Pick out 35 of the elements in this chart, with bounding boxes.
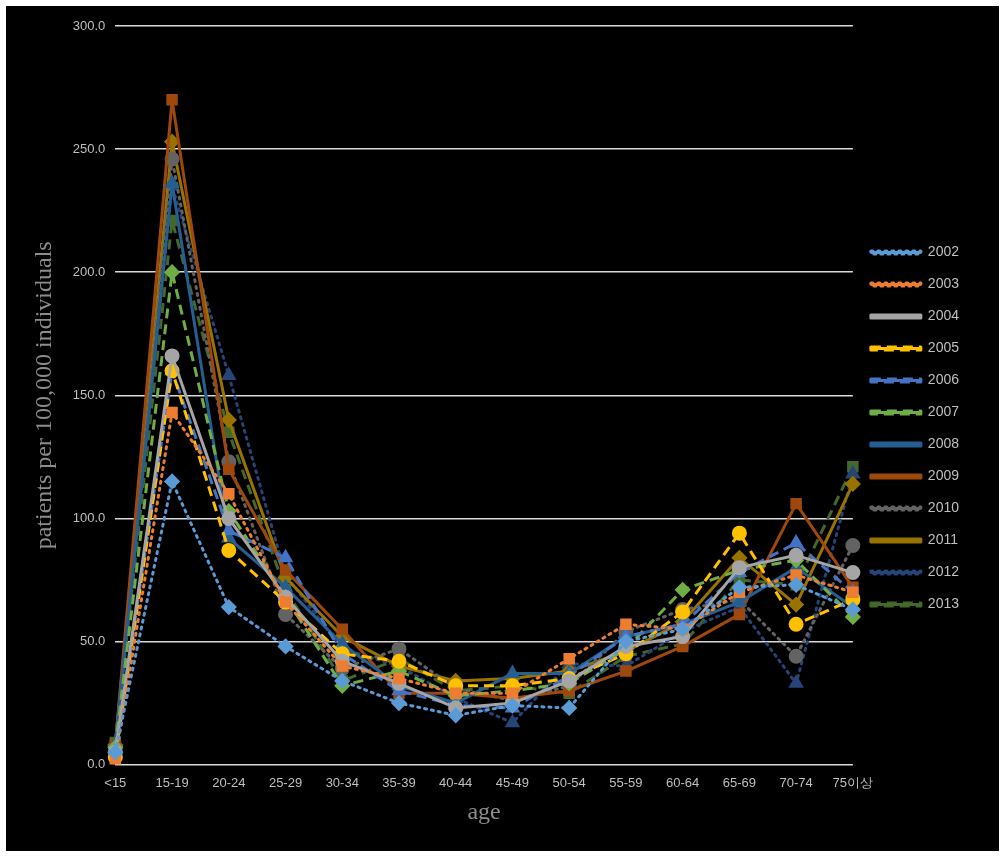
x-tick-label: 25-29 xyxy=(268,774,303,790)
y-axis-title: patients per 100,000 individuals xyxy=(29,241,56,550)
x-tick-label: 40-44 xyxy=(439,774,473,790)
x-tick-label: 30-34 xyxy=(325,774,359,790)
x-tick-label: 75이상 xyxy=(832,774,874,790)
y-tick-label: 150.0 xyxy=(72,386,106,402)
legend-label: 2002 xyxy=(927,243,960,260)
x-tick-label: 60-64 xyxy=(666,774,700,790)
x-tick-label: <15 xyxy=(104,774,127,790)
x-tick-label: 55-59 xyxy=(609,774,643,790)
x-tick-label: 20-24 xyxy=(212,774,246,790)
y-tick-label: 250.0 xyxy=(72,140,106,156)
x-tick-label: 50-54 xyxy=(552,774,586,790)
legend-label: 2009 xyxy=(927,467,960,484)
x-axis-title: age xyxy=(467,797,501,824)
legend-label: 2011 xyxy=(927,531,959,548)
x-tick-label: 35-39 xyxy=(382,774,416,790)
legend-label: 2013 xyxy=(927,595,960,612)
y-tick-label: 50.0 xyxy=(80,633,106,649)
legend-label: 2007 xyxy=(927,403,960,420)
x-tick-label: 15-19 xyxy=(155,774,189,790)
legend-label: 2012 xyxy=(927,563,960,580)
x-tick-label: 65-69 xyxy=(722,774,757,790)
y-tick-label: 200.0 xyxy=(72,263,106,279)
x-tick-label: 70-74 xyxy=(779,774,813,790)
legend-label: 2004 xyxy=(927,307,960,324)
legend-label: 2010 xyxy=(927,499,960,516)
y-tick-label: 300.0 xyxy=(72,17,106,33)
y-tick-label: 100.0 xyxy=(72,509,106,525)
legend-label: 2008 xyxy=(927,435,960,452)
legend-label: 2006 xyxy=(927,371,960,388)
legend-label: 2005 xyxy=(927,339,960,356)
y-tick-label: 0.0 xyxy=(87,756,106,772)
legend-label: 2003 xyxy=(927,275,960,292)
x-tick-label: 45-49 xyxy=(495,774,530,790)
